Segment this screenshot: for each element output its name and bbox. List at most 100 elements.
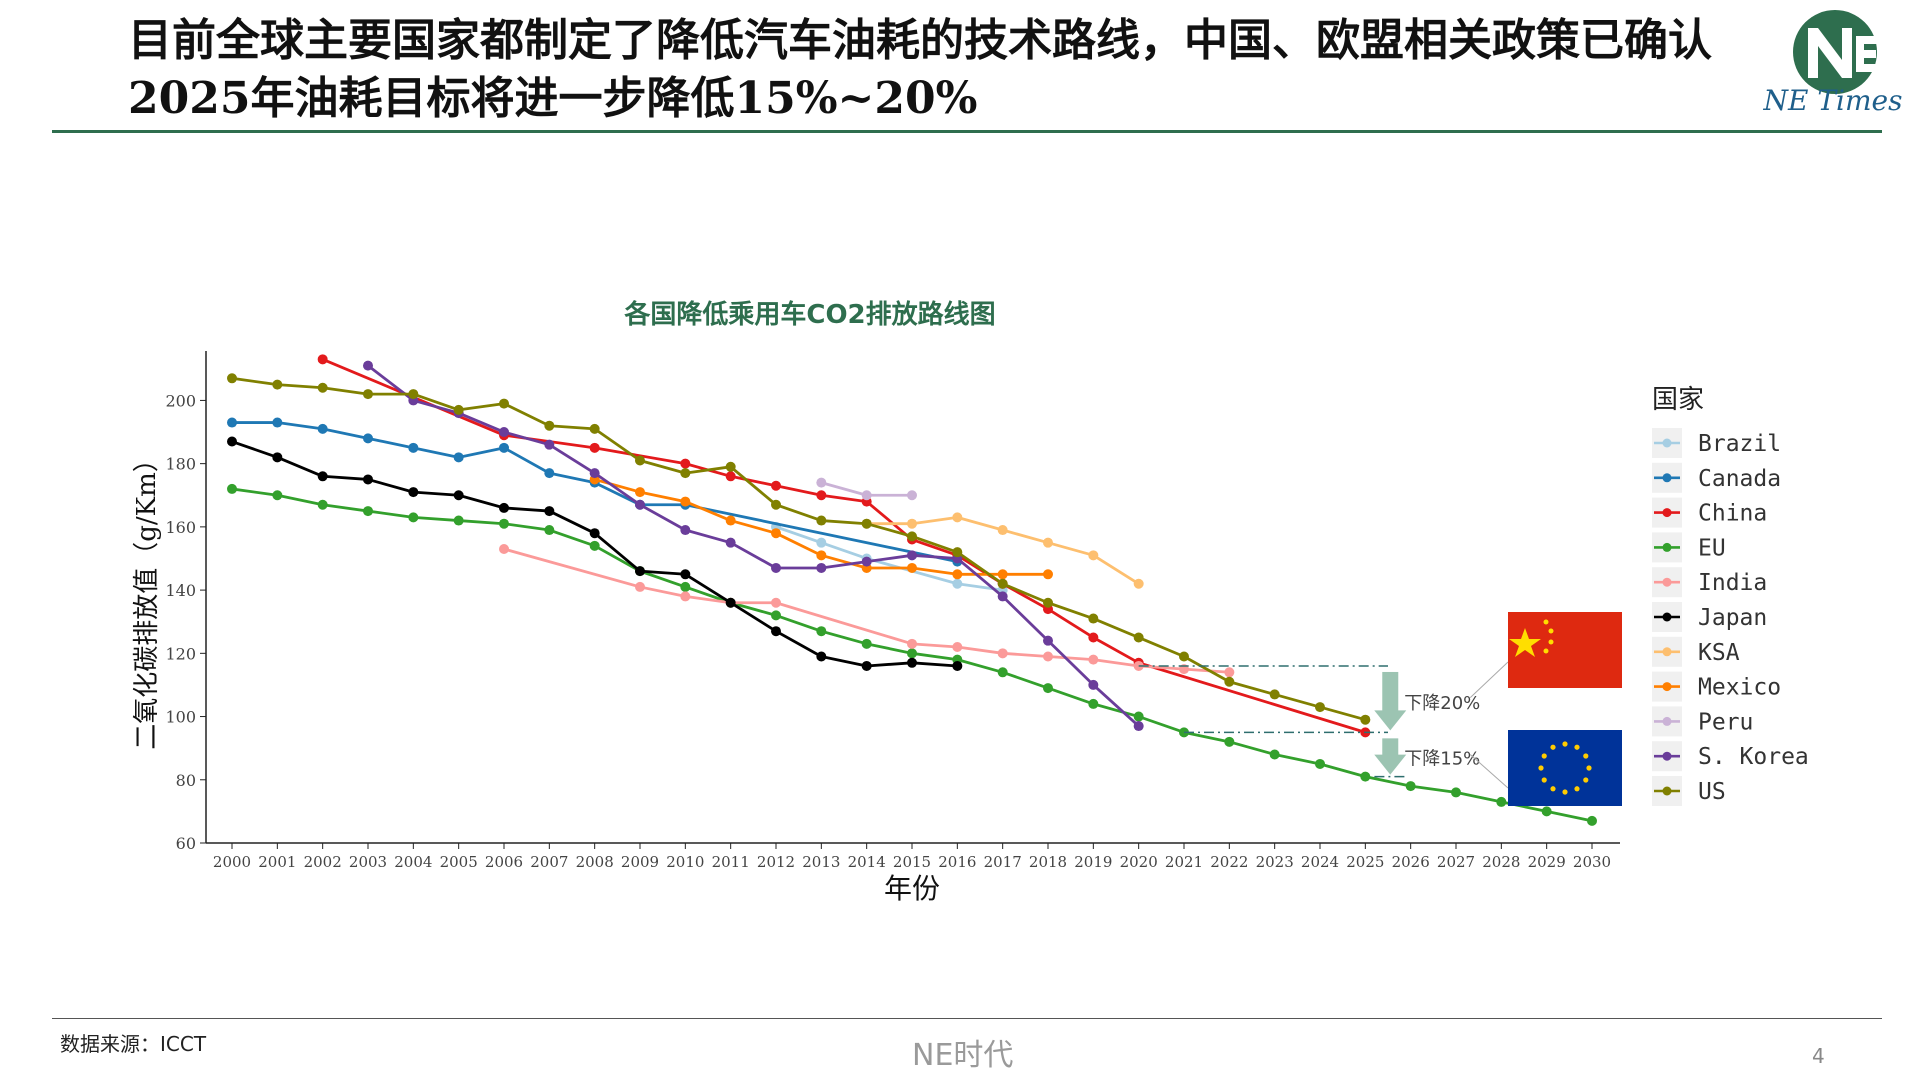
x-tick-label: 2028 [1482,853,1520,871]
data-point [952,512,963,523]
data-point [589,442,600,453]
data-point [272,452,283,463]
data-point [1133,711,1144,722]
flag-star [1509,628,1541,657]
series-eu [227,483,1597,826]
x-tick-label: 2016 [938,853,976,871]
data-point [771,597,781,608]
series-peru [816,477,917,501]
data-point [227,436,237,447]
legend-label: S. Korea [1698,744,1809,770]
logo-text: NE Times [1763,84,1903,117]
data-point [861,556,872,567]
legend-key-dot [1662,751,1672,761]
data-point [771,610,781,621]
data-point [907,531,917,542]
chart-title: 各国降低乘用车CO2排放路线图 [624,300,996,330]
data-source: 数据来源：ICCT [60,1032,207,1056]
y-tick-label: 140 [165,581,196,600]
data-point [499,427,509,438]
x-tick-label: 2014 [848,853,886,871]
flag-connector [1469,754,1509,789]
data-point [725,461,736,472]
x-tick-label: 2012 [757,853,795,871]
data-point [1451,787,1461,798]
data-point [1088,679,1099,690]
data-point [1043,683,1053,694]
data-point [1088,654,1099,665]
data-point [952,547,963,558]
x-tick-label: 2023 [1256,853,1294,871]
legend-key-dot [1662,612,1672,622]
x-tick-label: 2013 [802,853,840,871]
data-point [816,651,827,662]
china-flag-icon [1508,612,1622,688]
y-tick-label: 60 [176,834,196,853]
legend-key-dot [1662,542,1672,552]
data-point [997,667,1008,678]
data-point [907,638,917,649]
data-point [1315,758,1325,769]
flag-star [1541,753,1547,759]
data-point [317,354,328,365]
x-tick-label: 2006 [485,853,523,871]
data-point [544,420,555,431]
data-point [1088,550,1099,561]
flag-star [1574,786,1580,792]
series-line [322,358,1366,734]
data-point [1224,676,1235,687]
data-point [272,379,283,390]
data-point [816,537,827,548]
legend-label: Japan [1698,605,1767,631]
data-point [1088,613,1099,624]
y-tick-label: 120 [165,644,196,663]
legend-label: Canada [1698,466,1781,492]
data-point [317,471,328,482]
legend-key-dot [1662,786,1672,796]
legend-label: Peru [1698,709,1753,735]
series-mexico [589,474,1053,580]
data-point [816,550,827,561]
flag-small-star [1548,628,1554,634]
legend-item: Mexico [1652,671,1781,702]
series-line [367,364,1140,728]
flag-small-star [1543,648,1549,654]
data-point [589,540,600,551]
data-point [907,490,917,501]
x-tick-label: 2011 [712,853,750,871]
flag-star [1562,741,1568,747]
data-point [544,439,555,450]
reduction-label: 下降15% [1404,748,1480,769]
data-point [499,544,509,554]
data-point [816,515,827,526]
data-point [589,528,600,539]
data-point [363,360,373,371]
series-line [231,376,1366,722]
data-point [1133,721,1144,732]
data-point [680,525,691,536]
footer-brand: NE时代 [912,1038,1014,1073]
data-point [1269,689,1280,700]
data-point [725,471,736,482]
x-tick-label: 2017 [984,853,1022,871]
data-point [952,642,963,652]
data-point [499,518,509,529]
data-point [635,581,645,592]
data-point [1043,569,1053,580]
x-tick-label: 2029 [1528,853,1566,871]
flag-small-star [1548,639,1554,645]
data-point [1043,537,1053,548]
data-point [907,550,917,561]
data-point [453,452,464,463]
data-point [453,404,464,415]
data-point [997,525,1008,536]
down-arrow-head [1374,710,1407,731]
y-tick-label: 160 [165,518,196,537]
legend-item: EU [1652,532,1726,563]
series-s-korea [363,360,1144,732]
data-point [816,626,827,637]
legend-label: China [1698,501,1767,527]
data-point [816,490,827,501]
flag-star [1550,786,1556,792]
legend-label: KSA [1698,640,1740,666]
